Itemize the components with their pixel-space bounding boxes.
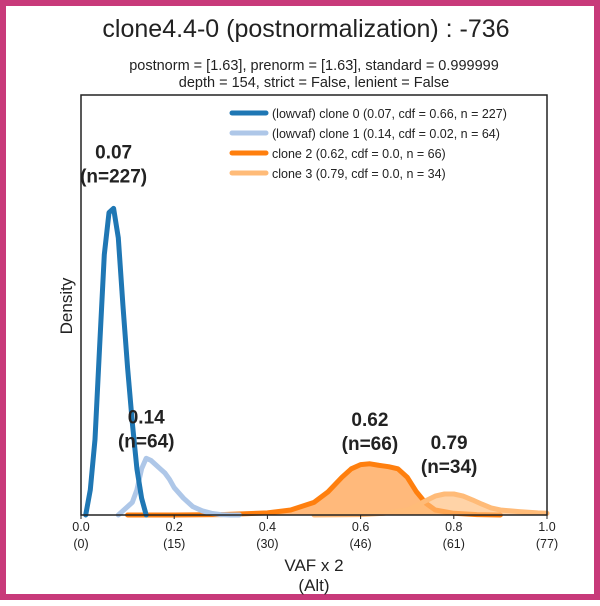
x-tick-sublabel-5: (77) [536, 537, 558, 551]
peak-label-n-3: (n=34) [421, 457, 478, 478]
peak-label-value-3: 0.79 [431, 433, 468, 454]
x-axis-label: VAF x 2 [284, 556, 343, 575]
peak-label-n-0: (n=227) [80, 166, 147, 187]
peak-label-value-1: 0.14 [128, 407, 165, 428]
x-tick-sublabel-2: (30) [256, 537, 278, 551]
series-area-3 [314, 494, 547, 515]
chart-subtitle-line1: postnorm = [1.63], prenorm = [1.63], sta… [129, 58, 499, 74]
series-line-0 [83, 205, 149, 518]
x-tick-label-1: 0.2 [166, 520, 183, 534]
x-tick-sublabel-4: (61) [443, 537, 465, 551]
plot-border [80, 94, 548, 516]
legend-entry-2: clone 2 (0.62, cdf = 0.0, n = 66) [272, 147, 446, 161]
chart-title: clone4.4-0 (postnormalization) : -736 [102, 15, 509, 43]
series-line-1 [115, 455, 242, 518]
peak-label-n-1: (n=64) [118, 431, 175, 452]
chart-svg: clone4.4-0 (postnormalization) : -736 po… [57, 15, 558, 595]
x-tick-label-2: 0.4 [259, 520, 276, 534]
x-axis-sublabel: (Alt) [298, 576, 329, 595]
series-line-3 [311, 491, 550, 518]
peak-label-n-2: (n=66) [342, 434, 399, 455]
legend-entry-0: (lowvaf) clone 0 (0.07, cdf = 0.66, n = … [272, 107, 507, 121]
x-tick-sublabel-1: (15) [163, 537, 185, 551]
x-tick-label-3: 0.6 [352, 520, 369, 534]
legend-entry-1: (lowvaf) clone 1 (0.14, cdf = 0.02, n = … [272, 127, 500, 141]
series-area-2 [127, 463, 501, 515]
y-axis-label: Density [57, 277, 76, 334]
peak-labels: 0.07 (n=227) 0.14 (n=64) 0.62 (n=66) 0.79 (n=34… [80, 142, 477, 478]
peak-label-value-2: 0.62 [351, 410, 388, 431]
x-tick-label-4: 0.8 [445, 520, 462, 534]
legend-entry-3: clone 3 (0.79, cdf = 0.0, n = 34) [272, 167, 446, 181]
x-tick-sublabel-0: (0) [73, 537, 88, 551]
chart-subtitle-line2: depth = 154, strict = False, lenient = F… [179, 75, 449, 91]
x-tick-label-5: 1.0 [538, 520, 555, 534]
x-tick-label-0: 0.0 [72, 520, 89, 534]
plot-layer [83, 205, 550, 518]
x-tick-sublabel-3: (46) [349, 537, 371, 551]
legend: (lowvaf) clone 0 (0.07, cdf = 0.66, n = … [229, 107, 507, 181]
x-ticks: 0.0 (0) 0.2 (15) 0.4 (30) 0.6 (46) 0.8 (61) 1.0 (77… [72, 515, 558, 551]
peak-label-value-0: 0.07 [95, 142, 132, 163]
